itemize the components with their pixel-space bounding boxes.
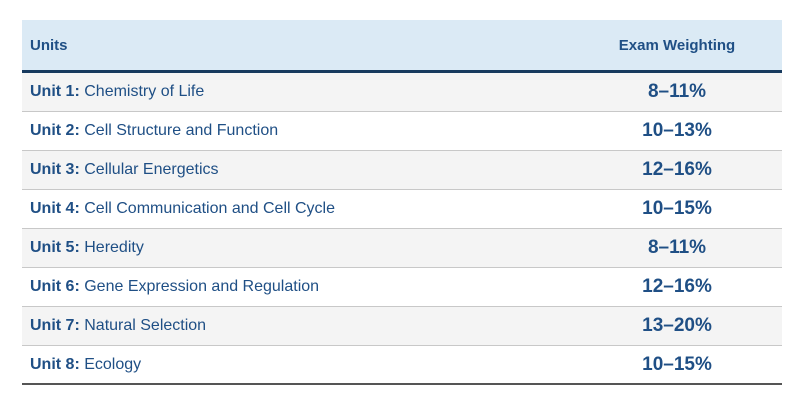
unit-number: Unit 1: xyxy=(30,83,80,100)
exam-weighting-table: Units Exam Weighting Unit 1: Chemistry o… xyxy=(22,20,782,386)
unit-title: Cellular Energetics xyxy=(84,161,219,178)
unit-cell: Unit 5: Heredity xyxy=(22,239,572,257)
unit-title: Gene Expression and Regulation xyxy=(84,278,320,295)
unit-cell: Unit 8: Ecology xyxy=(22,356,572,374)
weighting-cell: 8–11% xyxy=(647,81,707,102)
unit-cell: Unit 6: Gene Expression and Regulation xyxy=(22,278,572,296)
weighting-cell: 10–15% xyxy=(642,353,712,375)
unit-number: Unit 6: xyxy=(30,278,80,295)
table-row: Unit 1: Chemistry of Life 8–11% xyxy=(22,73,782,112)
unit-number: Unit 5: xyxy=(30,239,80,256)
units-column-header: Units xyxy=(30,36,68,54)
unit-title: Heredity xyxy=(84,239,144,256)
table-row: Unit 5: Heredity 8–11% xyxy=(22,229,782,268)
table-row: Unit 6: Gene Expression and Regulation 1… xyxy=(22,268,782,307)
weighting-cell: 10–13% xyxy=(642,120,712,141)
unit-title: Ecology xyxy=(84,355,142,373)
unit-title: Cell Communication and Cell Cycle xyxy=(84,200,335,217)
weighting-cell: 8–11% xyxy=(647,237,707,258)
unit-cell: Unit 7: Natural Selection xyxy=(22,317,572,335)
unit-number: Unit 4: xyxy=(30,200,80,217)
unit-title: Chemistry of Life xyxy=(84,83,205,100)
unit-number: Unit 8: xyxy=(30,355,80,373)
table-row: Unit 7: Natural Selection 13–20% xyxy=(22,307,782,346)
unit-number: Unit 3: xyxy=(30,161,80,178)
unit-title: Natural Selection xyxy=(84,317,207,334)
weighting-cell: 12–16% xyxy=(642,276,712,297)
table-row: Unit 2: Cell Structure and Function 10–1… xyxy=(22,112,782,151)
unit-cell: Unit 1: Chemistry of Life xyxy=(22,83,572,101)
unit-title: Cell Structure and Function xyxy=(84,122,279,139)
unit-number: Unit 7: xyxy=(30,317,80,334)
table-row: Unit 4: Cell Communication and Cell Cycl… xyxy=(22,190,782,229)
weighting-cell: 10–15% xyxy=(642,198,712,219)
table-row: Unit 8: Ecology 10–15% xyxy=(22,346,782,385)
unit-cell: Unit 4: Cell Communication and Cell Cycl… xyxy=(22,200,572,218)
unit-number: Unit 2: xyxy=(30,122,80,139)
weighting-cell: 13–20% xyxy=(642,315,712,336)
unit-cell: Unit 2: Cell Structure and Function xyxy=(22,122,572,140)
unit-cell: Unit 3: Cellular Energetics xyxy=(22,161,572,179)
table-row: Unit 3: Cellular Energetics 12–16% xyxy=(22,151,782,190)
weighting-cell: 12–16% xyxy=(642,159,712,180)
table-header: Units Exam Weighting xyxy=(22,20,782,73)
exam-weighting-column-header: Exam Weighting xyxy=(618,36,736,54)
